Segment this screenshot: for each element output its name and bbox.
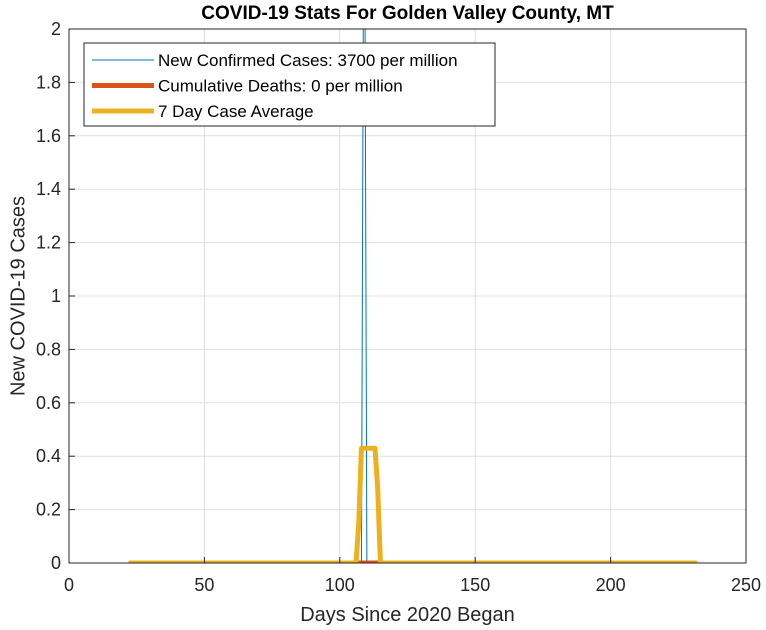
x-tick-label: 200	[596, 575, 626, 595]
legend-entry-label: New Confirmed Cases: 3700 per million	[158, 51, 458, 70]
x-axis-label: Days Since 2020 Began	[300, 604, 515, 626]
x-tick-label: 0	[64, 575, 74, 595]
axis-ticks: 0 50 100 150 200 250 0 0.2 0.4 0.6 0.8 1 1.2 1.4 1.6 1.…	[36, 19, 761, 595]
y-tick-label: 1.8	[36, 72, 61, 92]
y-tick-label: 1.6	[36, 126, 61, 146]
series-line-3	[128, 445, 698, 563]
series-layer	[128, 29, 698, 563]
y-tick-label: 0.2	[36, 500, 61, 520]
y-tick-label: 0.6	[36, 393, 61, 413]
y-tick-label: 1	[51, 286, 61, 306]
y-tick-label: 0.4	[36, 446, 61, 466]
legend-entry-label: 7 Day Case Average	[158, 102, 314, 121]
y-tick-label: 1.4	[36, 179, 61, 199]
legend: New Confirmed Cases: 3700 per million Cum…	[83, 42, 496, 127]
y-tick-label: 0	[51, 553, 61, 573]
y-axis-label: New COVID-19 Cases	[7, 196, 29, 396]
chart-title: COVID-19 Stats For Golden Valley County,…	[201, 3, 614, 24]
x-tick-label: 50	[194, 575, 214, 595]
x-tick-label: 150	[460, 575, 490, 595]
legend-entry-label: Cumulative Deaths: 0 per million	[158, 77, 403, 96]
y-tick-label: 2	[51, 19, 61, 39]
x-tick-label: 250	[731, 575, 761, 595]
y-tick-label: 1.2	[36, 233, 61, 253]
y-tick-label: 0.8	[36, 339, 61, 359]
x-tick-label: 100	[325, 575, 355, 595]
